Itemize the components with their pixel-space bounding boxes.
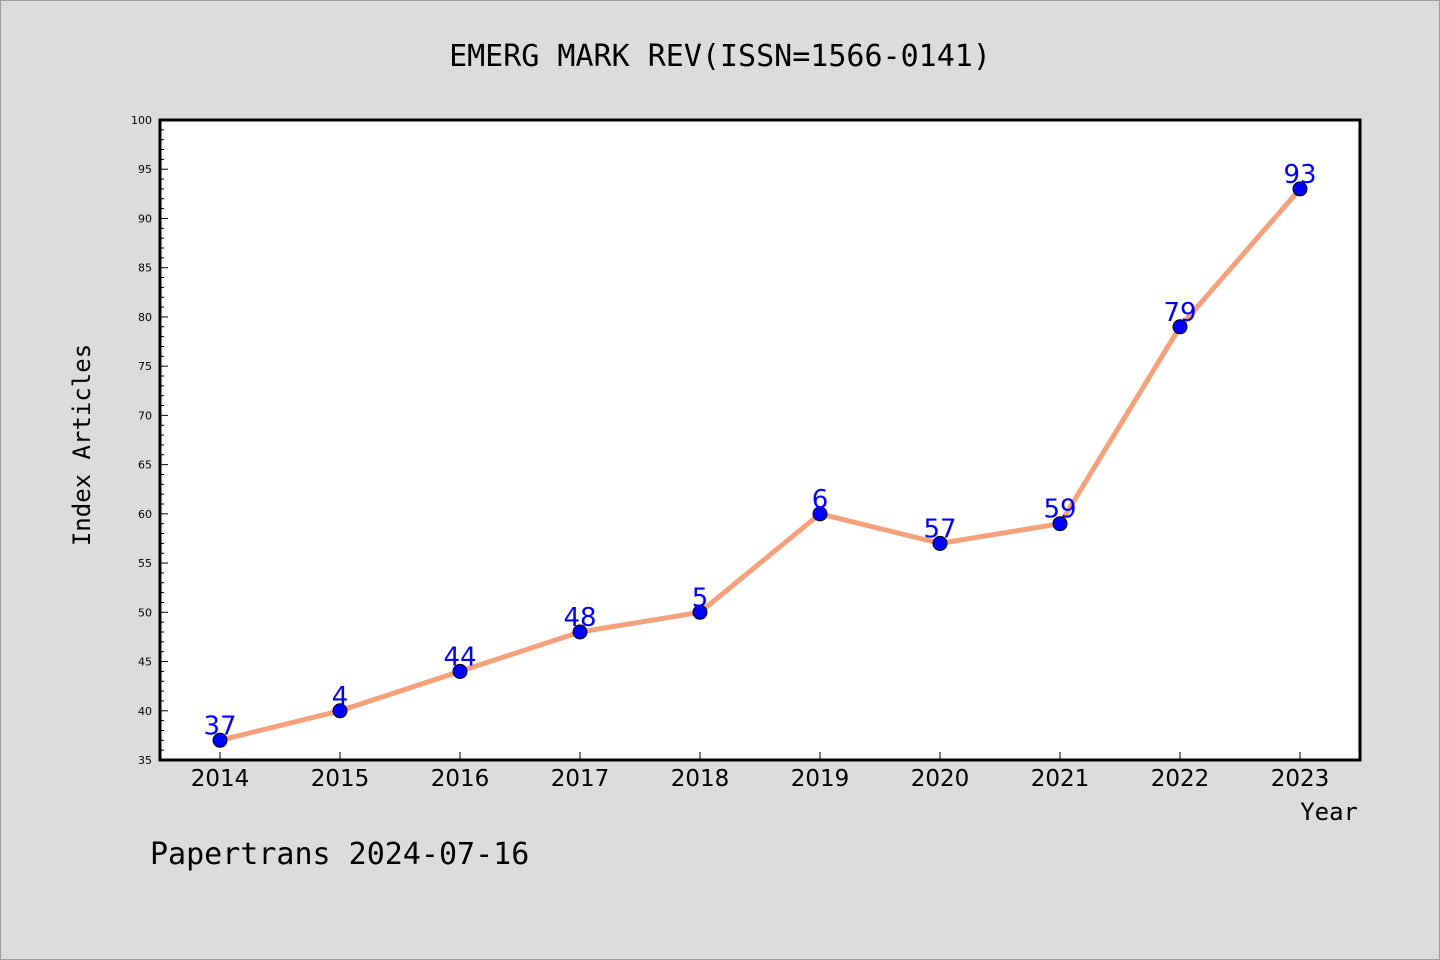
x-tick-label: 2021 xyxy=(1031,766,1090,792)
x-tick-label: 2022 xyxy=(1151,766,1210,792)
data-markers xyxy=(212,181,1308,748)
plot-area xyxy=(158,118,1362,762)
x-tick-label: 2023 xyxy=(1271,766,1330,792)
data-label: 57 xyxy=(923,514,956,544)
data-label: 48 xyxy=(563,603,596,633)
y-tick-label: 100 xyxy=(131,114,152,127)
y-axis-label: Index Articles xyxy=(68,344,96,546)
y-tick-label: 40 xyxy=(138,705,152,718)
data-point-marker xyxy=(932,535,948,551)
series-line xyxy=(217,186,1303,743)
y-tick-label: 65 xyxy=(138,459,152,472)
y-axis-ticks: 35 40 45 50 55 60 65 70 75 80 85 90 95 100 xyxy=(131,114,168,767)
y-tick-label: 35 xyxy=(138,754,152,767)
data-label: 93 xyxy=(1283,160,1316,190)
data-point-marker xyxy=(692,604,708,620)
data-point-marker xyxy=(1292,181,1308,197)
data-point-marker xyxy=(572,624,588,640)
y-tick-label: 75 xyxy=(138,360,152,373)
data-point-marker xyxy=(1052,516,1068,532)
y-tick-label: 45 xyxy=(138,656,152,669)
data-label: 6 xyxy=(812,485,829,515)
data-label: 44 xyxy=(443,642,476,672)
x-tick-label: 2014 xyxy=(191,766,250,792)
x-tick-label: 2020 xyxy=(911,766,970,792)
x-tick-label: 2015 xyxy=(311,766,370,792)
data-label: 4 xyxy=(332,682,349,712)
y-tick-label: 95 xyxy=(138,163,152,176)
data-point-marker xyxy=(452,663,468,679)
data-label: 37 xyxy=(203,711,236,741)
x-tick-label: 2017 xyxy=(551,766,610,792)
data-label: 5 xyxy=(692,583,709,613)
y-tick-label: 90 xyxy=(138,212,152,225)
data-label: 79 xyxy=(1163,298,1196,328)
y-tick-label: 80 xyxy=(138,311,152,324)
y-tick-label: 70 xyxy=(138,409,152,422)
chart-title: EMERG MARK REV(ISSN=1566-0141) xyxy=(449,39,991,74)
x-tick-label: 2018 xyxy=(671,766,730,792)
data-point-marker xyxy=(212,732,228,748)
x-axis-ticks: 2014 2015 2016 2017 2018 2019 2020 2021 2022 2023 xyxy=(191,752,1330,792)
footer-text: Papertrans 2024-07-16 xyxy=(150,837,529,872)
y-tick-label: 85 xyxy=(138,262,152,275)
data-point-marker xyxy=(332,703,348,719)
data-point-marker xyxy=(1172,319,1188,335)
y-tick-label: 50 xyxy=(138,606,152,619)
data-point-marker xyxy=(812,506,828,522)
data-label: 59 xyxy=(1043,495,1076,525)
y-tick-label: 60 xyxy=(138,508,152,521)
y-tick-label: 55 xyxy=(138,557,152,570)
x-tick-label: 2019 xyxy=(791,766,850,792)
x-axis-label: Year xyxy=(1300,798,1358,826)
x-tick-label: 2016 xyxy=(431,766,490,792)
